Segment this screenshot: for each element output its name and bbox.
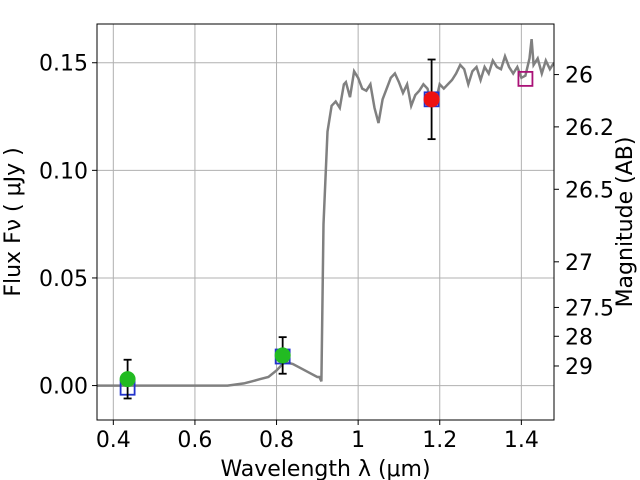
y-tick-label: 0.10	[39, 159, 88, 184]
photometry-point	[119, 371, 136, 388]
y-tick-label: 0.15	[39, 52, 88, 77]
spectrum-layer	[97, 38, 554, 387]
y2-tick-label: 27	[565, 251, 593, 276]
y2-tick-label: 26	[565, 64, 593, 89]
grid-lines	[97, 24, 554, 420]
x-axis: 0.4 0.6 0.8 1 1.2 1.4	[96, 420, 539, 453]
y2-axis-title: Magnitude (AB)	[613, 137, 638, 308]
y-tick-label: 0.05	[39, 267, 88, 292]
plot-frame	[96, 23, 555, 421]
x-tick-label: 1.2	[422, 428, 457, 453]
y2-tick-label: 26.2	[565, 116, 614, 141]
data-points-layer	[119, 58, 534, 400]
y-tick-label: 0.00	[39, 375, 88, 400]
x-tick-label: 1.4	[504, 428, 539, 453]
photometry-point	[274, 347, 291, 364]
y-axis: 0.00 0.05 0.10 0.15	[39, 52, 97, 400]
y2-tick-label: 27.5	[565, 296, 614, 321]
spectrum-line	[97, 38, 554, 387]
model-flux-marker	[517, 70, 534, 87]
x-tick-label: 0.4	[96, 428, 131, 453]
y2-tick-label: 26.5	[565, 178, 614, 203]
x-tick-label: 0.6	[177, 428, 212, 453]
y-axis-title: Flux Fν ( μJy )	[1, 147, 26, 296]
y2-tick-label: 29	[565, 355, 593, 380]
x-tick-label: 0.8	[259, 428, 294, 453]
y2-tick-label: 28	[565, 325, 593, 350]
y2-axis: 26 26.2 26.5 27 27.5 28 29	[554, 64, 614, 380]
photometry-point	[423, 91, 440, 108]
x-axis-title: Wavelength λ (μm)	[220, 457, 430, 480]
x-tick-label: 1	[351, 428, 365, 453]
